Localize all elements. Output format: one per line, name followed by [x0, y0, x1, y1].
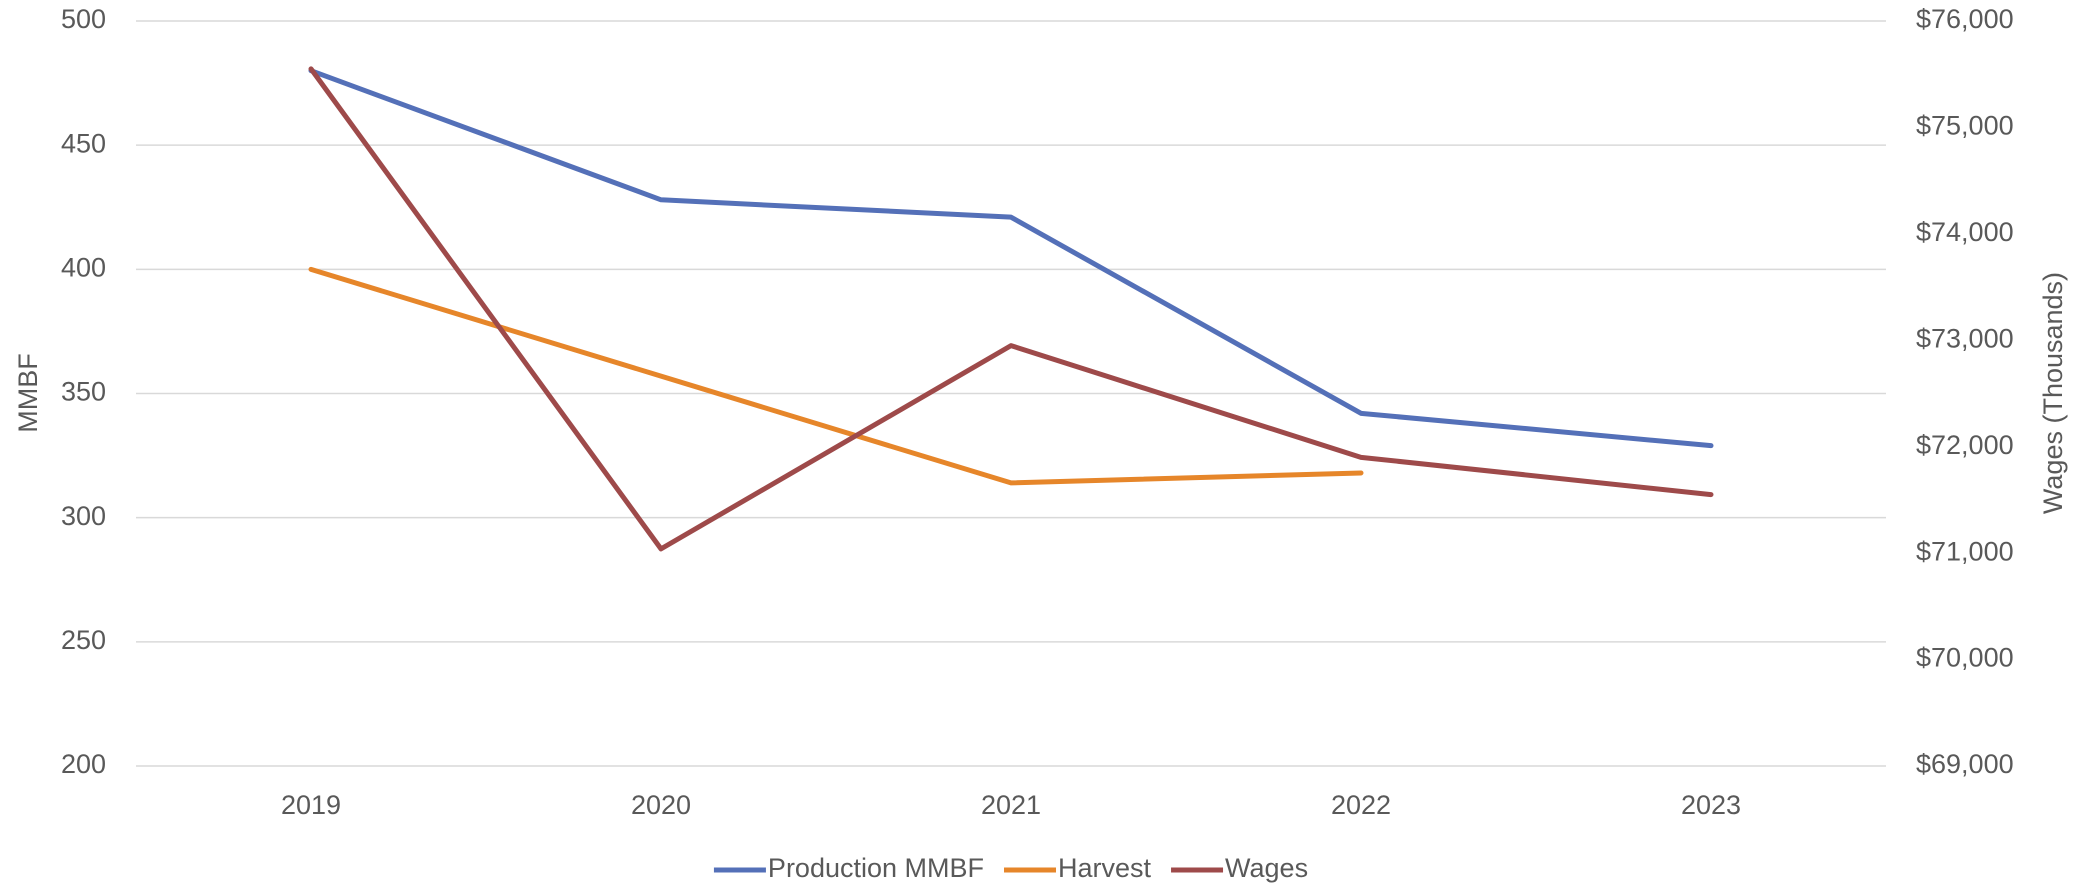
legend-label: Wages [1225, 853, 1308, 883]
y2-tick-label: $70,000 [1916, 643, 2014, 673]
legend-label: Harvest [1058, 853, 1152, 883]
y-tick-label: 300 [61, 501, 106, 531]
legend-item: Wages [1171, 853, 1308, 883]
y-tick-label: 200 [61, 749, 106, 779]
series-line [308, 66, 1714, 552]
y2-tick-label: $69,000 [1916, 749, 2014, 779]
x-tick-label: 2022 [1331, 790, 1391, 820]
y2-tick-label: $74,000 [1916, 217, 2014, 247]
y-tick-label: 400 [61, 252, 106, 282]
y-tick-label: 250 [61, 625, 106, 655]
y2-tick-label: $73,000 [1916, 323, 2014, 353]
y2-tick-label: $72,000 [1916, 430, 2014, 460]
y2-axis-label: Wages (Thousands) [2038, 272, 2068, 514]
y-tick-label: 450 [61, 128, 106, 158]
series-line [308, 68, 1714, 449]
y2-tick-label: $76,000 [1916, 4, 2014, 34]
series-line [308, 266, 1364, 486]
y-axis-label: MMBF [13, 353, 43, 432]
y-tick-label: 500 [61, 4, 106, 34]
y2-tick-label: $75,000 [1916, 111, 2014, 141]
x-tick-label: 2020 [631, 790, 691, 820]
legend-item: Production MMBF [713, 853, 984, 883]
y-tick-label: 350 [61, 377, 106, 407]
x-tick-label: 2019 [281, 790, 341, 820]
legend-item: Harvest [1004, 853, 1152, 883]
x-tick-label: 2021 [981, 790, 1041, 820]
x-tick-label: 2023 [1681, 790, 1741, 820]
legend-label: Production MMBF [768, 853, 984, 883]
y2-tick-label: $71,000 [1916, 536, 2014, 566]
